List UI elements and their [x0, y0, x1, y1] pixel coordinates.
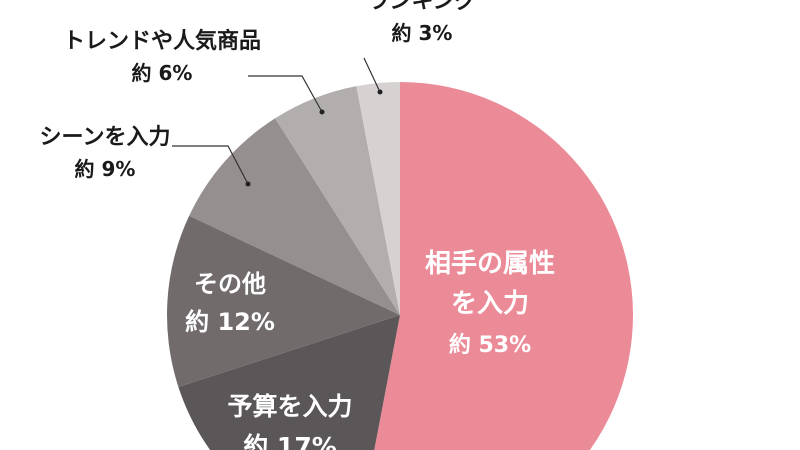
leader-dot — [377, 89, 383, 95]
pie-slice — [275, 86, 400, 315]
pie-slice — [189, 118, 400, 315]
leader-line — [172, 145, 249, 185]
slice-label: ランキング — [367, 0, 476, 14]
pie-slice — [178, 315, 400, 450]
slice-label: 予算を入力 — [227, 392, 352, 421]
pie-slice — [167, 215, 400, 388]
leader-dot — [245, 181, 251, 187]
slice-value: 約 17% — [243, 432, 337, 450]
slice-value: 約 3% — [392, 21, 453, 45]
slice-label: を入力 — [451, 289, 529, 319]
slice-value: 約 12% — [185, 308, 275, 336]
leader-line — [363, 57, 381, 93]
pie-slice — [356, 82, 400, 315]
leader-lines — [172, 57, 383, 187]
slice-label: シーンを入力 — [40, 125, 171, 150]
slice-label: 相手の属性 — [425, 249, 555, 279]
slice-value: 約 9% — [75, 157, 136, 181]
pie-slice — [374, 82, 633, 450]
slice-label: トレンドや人気商品 — [63, 28, 261, 54]
pie-slices — [167, 82, 633, 450]
leader-line — [248, 75, 323, 113]
slice-value: 約 6% — [132, 61, 193, 85]
slice-label: その他 — [194, 270, 266, 298]
leader-dot — [319, 109, 325, 115]
slice-value: 約 53% — [449, 332, 531, 358]
